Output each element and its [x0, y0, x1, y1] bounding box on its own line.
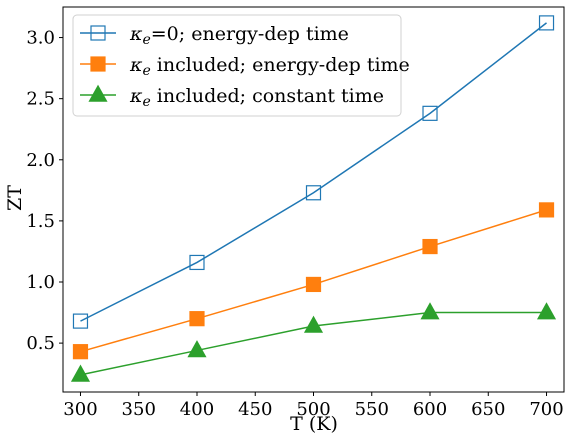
legend-label: κe included; constant time [129, 85, 384, 110]
legend-entry-2: κe included; energy-dep time [80, 54, 410, 79]
legend-entry-1: κe=0; energy-dep time [80, 23, 349, 48]
legend-label: κe included; energy-dep time [129, 54, 410, 79]
y-tick-label: 0.5 [26, 333, 55, 354]
data-point-series-3 [420, 302, 440, 320]
data-point-series-2 [305, 276, 322, 293]
data-point-series-1 [305, 185, 322, 201]
y-tick-label: 2.0 [26, 150, 55, 171]
data-point-series-1 [538, 15, 555, 31]
x-tick-label: 550 [355, 399, 389, 420]
x-tick-label: 300 [63, 399, 97, 420]
legend-box [72, 14, 402, 117]
x-tick-label: 650 [471, 399, 505, 420]
x-tick-label: 400 [180, 399, 214, 420]
data-point-series-1 [189, 254, 205, 271]
x-tick-label: 500 [296, 399, 330, 420]
legend-entry-3: κe included; constant time [80, 84, 384, 110]
legend: κe=0; energy-dep time κe included; energy… [72, 14, 410, 117]
legend-label: κe=0; energy-dep time [129, 23, 349, 48]
data-point-series-3 [536, 302, 557, 320]
x-tick-label: 700 [529, 399, 563, 420]
legend-marker [88, 84, 108, 102]
data-point-series-1 [422, 105, 438, 121]
data-point-series-2 [422, 238, 438, 255]
data-point-series-1 [72, 313, 89, 329]
x-tick-label: 600 [413, 399, 447, 420]
y-tick-label: 1.0 [26, 272, 55, 293]
y-tick-label: 3.0 [26, 28, 55, 49]
y-tick-label: 2.5 [26, 89, 55, 110]
data-point-series-2 [72, 344, 89, 360]
data-point-series-2 [189, 311, 205, 327]
series-line-1 [80, 22, 547, 322]
plot-area: 300 350 400 450 500 550 600 650 700 0.5 1.0 1.5 2.0 2… [26, 6, 565, 420]
legend-marker [90, 25, 106, 41]
data-point-series-3 [187, 340, 207, 358]
data-point-series-3 [303, 315, 324, 333]
x-tick-label: 450 [238, 399, 272, 420]
data-point-series-2 [538, 202, 555, 218]
y-tick-label: 1.5 [26, 211, 55, 232]
x-tick-label: 350 [122, 399, 156, 420]
x-axis-label: T (K) [290, 413, 338, 435]
y-axis-label: ZT [4, 185, 26, 211]
legend-marker [90, 56, 106, 72]
data-point-series-3 [70, 364, 91, 382]
